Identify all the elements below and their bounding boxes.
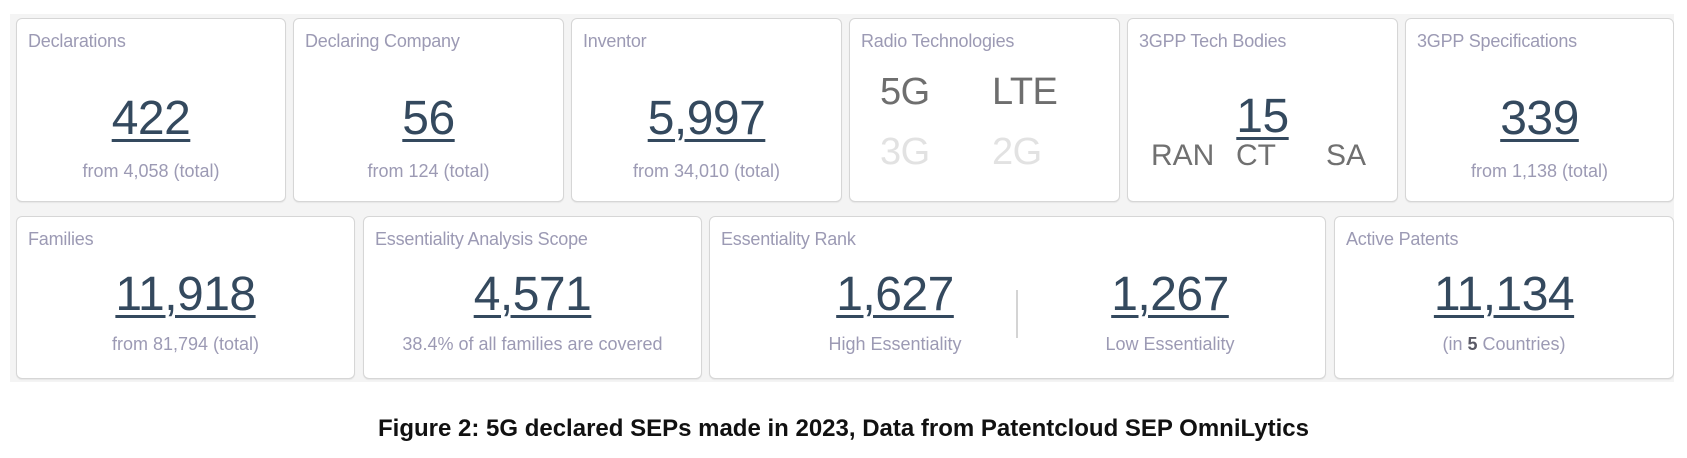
card-title: Declaring Company	[305, 31, 460, 51]
subtitle-prefix: (in	[1442, 334, 1468, 354]
declaring-company-subtitle: from 124 (total)	[367, 161, 490, 181]
families-value-link[interactable]: 11,918	[115, 268, 256, 321]
card-declaring-company: Declaring Company 56 from 124 (total)	[293, 18, 564, 202]
families-subtitle: from 81,794 (total)	[111, 334, 260, 354]
card-families: Families 11,918 from 81,794 (total)	[16, 216, 355, 379]
card-essentiality-scope: Essentiality Analysis Scope 4,571 38.4% …	[363, 216, 702, 379]
card-title: Essentiality Rank	[721, 229, 856, 249]
countries-count: 5	[1467, 334, 1478, 354]
tech-body-ct[interactable]: CT	[1236, 139, 1276, 172]
card-title: Essentiality Analysis Scope	[375, 229, 588, 249]
tech-body-ran[interactable]: RAN	[1151, 139, 1215, 172]
card-3gpp-specifications: 3GPP Specifications 339 from 1,138 (tota…	[1405, 18, 1674, 202]
specifications-value-link[interactable]: 339	[1500, 92, 1579, 145]
card-title: Radio Technologies	[861, 31, 1015, 51]
card-title: 3GPP Tech Bodies	[1139, 31, 1287, 51]
active-patents-subtitle: (in 5 Countries)	[1335, 334, 1673, 355]
card-3gpp-tech-bodies: 3GPP Tech Bodies 15 RAN CT SA	[1127, 18, 1398, 202]
card-title: Declarations	[28, 31, 126, 51]
declaring-company-value-link[interactable]: 56	[402, 92, 455, 145]
essentiality-scope-subtitle: 38.4% of all families are covered	[402, 334, 663, 354]
card-title: Families	[28, 229, 94, 249]
tech-3g: 3G	[880, 131, 930, 173]
inventor-value-link[interactable]: 5,997	[647, 92, 766, 145]
subtitle-suffix: Countries)	[1477, 334, 1566, 354]
figure-caption: Figure 2: 5G declared SEPs made in 2023,…	[378, 415, 1309, 442]
low-essentiality-label: Low Essentiality	[1105, 334, 1235, 354]
tech-bodies-value-link[interactable]: 15	[1236, 90, 1289, 143]
rank-divider	[1016, 290, 1018, 338]
high-essentiality-value-link[interactable]: 1,627	[836, 268, 954, 321]
card-title: Active Patents	[1346, 229, 1459, 249]
tech-5g[interactable]: 5G	[880, 71, 930, 113]
card-declarations: Declarations 422 from 4,058 (total)	[16, 18, 286, 202]
inventor-subtitle: from 34,010 (total)	[632, 161, 781, 181]
card-active-patents: Active Patents 11,134 (in 5 Countries)	[1334, 216, 1674, 379]
card-title: 3GPP Specifications	[1417, 31, 1577, 51]
essentiality-scope-value-link[interactable]: 4,571	[473, 268, 592, 321]
tech-2g: 2G	[992, 131, 1042, 173]
high-essentiality-label: High Essentiality	[828, 334, 962, 354]
tech-body-sa[interactable]: SA	[1326, 139, 1367, 172]
card-inventor: Inventor 5,997 from 34,010 (total)	[571, 18, 842, 202]
tech-lte[interactable]: LTE	[992, 71, 1058, 113]
declarations-subtitle: from 4,058 (total)	[82, 161, 220, 181]
card-essentiality-rank: Essentiality Rank 1,627 High Essentialit…	[709, 216, 1326, 379]
card-title: Inventor	[583, 31, 647, 51]
low-essentiality-value-link[interactable]: 1,267	[1111, 268, 1229, 321]
specifications-subtitle: from 1,138 (total)	[1470, 161, 1609, 181]
card-radio-technologies: Radio Technologies 5G LTE 3G 2G	[849, 18, 1120, 202]
active-patents-value-link[interactable]: 11,134	[1433, 268, 1575, 321]
declarations-value-link[interactable]: 422	[111, 92, 191, 145]
